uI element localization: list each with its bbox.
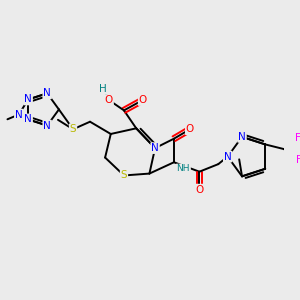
Text: O: O bbox=[139, 95, 147, 105]
Text: O: O bbox=[195, 184, 203, 195]
Text: S: S bbox=[121, 170, 127, 181]
Text: F: F bbox=[295, 133, 300, 143]
Text: N: N bbox=[43, 121, 51, 130]
Text: O: O bbox=[105, 95, 113, 105]
Text: N: N bbox=[24, 94, 32, 104]
Text: H: H bbox=[99, 84, 107, 94]
Text: N: N bbox=[224, 152, 232, 162]
Text: S: S bbox=[70, 124, 76, 134]
Text: N: N bbox=[24, 114, 32, 124]
Text: N: N bbox=[43, 88, 51, 98]
Text: O: O bbox=[186, 124, 194, 134]
Text: F: F bbox=[296, 155, 300, 165]
Text: N: N bbox=[15, 110, 22, 120]
Text: NH: NH bbox=[177, 164, 190, 173]
Text: N: N bbox=[151, 143, 159, 153]
Text: N: N bbox=[238, 132, 246, 142]
